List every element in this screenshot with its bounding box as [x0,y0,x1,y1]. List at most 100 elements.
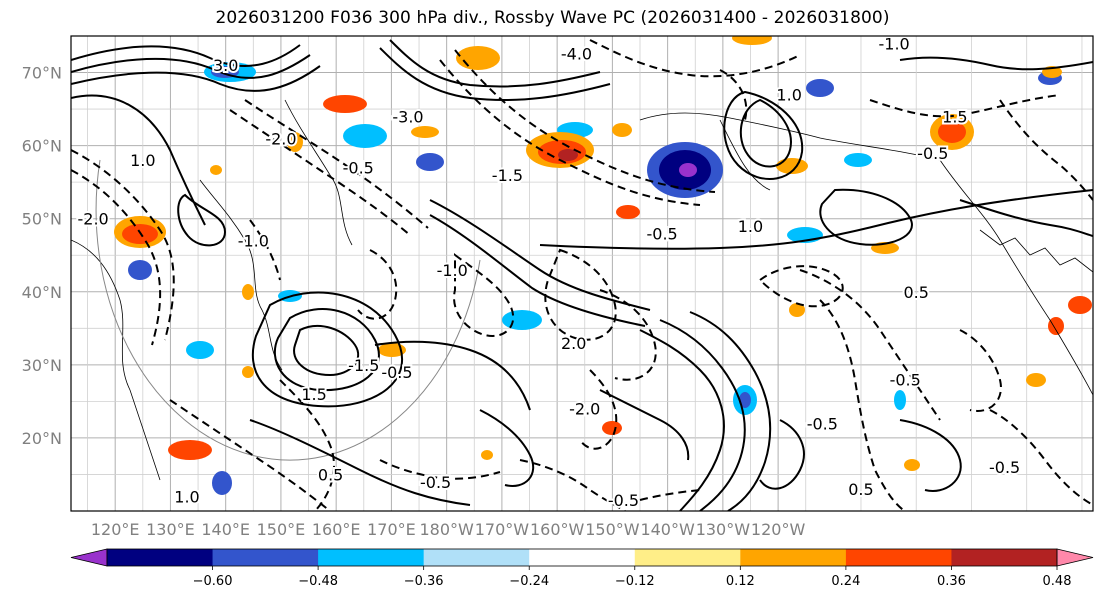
longitude-labels: 120°E 130°E 140°E 150°E 160°E 170°E 180°W 170°W… [91,520,806,539]
colorbar-tick-label: 0.12 [726,574,755,589]
contour-label: 2.0 [561,334,586,353]
convergence-blob [647,142,723,198]
divergence-blob [323,95,367,113]
contour-label: -0.5 [420,473,451,492]
latitude-labels: 20°N 30°N 40°N 50°N 60°N 70°N [22,64,62,448]
divergence-blob [210,165,222,175]
contour-label: -0.5 [381,363,412,382]
contour-label: -0.5 [890,370,921,389]
longitude-tick-label: 140°E [201,520,250,539]
latitude-tick-label: 60°N [22,137,62,156]
contour-label: -1.0 [238,232,269,251]
colorbar-segment [634,549,741,566]
colorbar-segment [951,549,1058,566]
longitude-tick-label: 170°W [475,520,530,539]
convergence-blob [844,153,872,167]
gridlines [71,36,1093,511]
contour-label: 1.0 [174,487,199,506]
convergence-blob [416,153,444,171]
contour-labels: -4.0-1.03.0-3.0-2.0-0.5 -1.51.0-0.5-1.0-1… [75,36,1022,511]
contour-label: -0.5 [608,491,639,510]
colorbar-extend-low [70,548,108,567]
contour-label: -4.0 [561,45,592,64]
colorbar-tick-label: 0.48 [1043,574,1072,589]
divergence-blob [1026,373,1046,387]
solid-contours [71,39,1093,511]
longitude-tick-label: 150°E [257,520,306,539]
divergence-blob [602,421,622,435]
colorbar-tick-label: −0.60 [193,574,233,589]
divergence-blob [612,123,632,137]
divergence-blob [168,440,212,460]
contour-label: 0.5 [848,480,873,499]
latitude-tick-label: 40°N [22,283,62,302]
map-title: 2026031200 F036 300 hPa div., Rossby Wav… [215,8,890,28]
contour-label: 1.0 [776,85,801,104]
longitude-tick-label: 170°E [367,520,416,539]
latitude-tick-label: 50°N [22,210,62,229]
convergence-blob [128,260,152,280]
longitude-tick-label: 130°E [146,520,195,539]
longitude-tick-label: 160°E [312,520,361,539]
dashed-contours [71,39,1093,511]
divergence-blob [616,205,640,219]
divergence-blob [1068,296,1092,314]
convergence-blob [894,390,906,410]
map-plot-area: -4.0-1.03.0-3.0-2.0-0.5 -1.51.0-0.5-1.0-1… [70,35,1094,512]
contour-label: 0.5 [903,283,928,302]
colorbar-tick-label: −0.48 [298,574,338,589]
colorbar-extend-high [1056,548,1094,567]
colorbar-tick-label: 0.24 [831,574,860,589]
longitude-tick-label: 130°W [696,520,751,539]
contour-label: -1.0 [437,261,468,280]
divergence-blob [789,303,805,317]
divergence-blob [456,46,500,70]
contour-label: -1.5 [348,356,379,375]
divergence-blob [904,459,920,471]
contour-label: 1.0 [130,151,155,170]
contour-label: 1.5 [301,385,326,404]
contour-label: 3.0 [213,56,238,75]
divergence-blob [526,132,594,168]
contour-label: -3.0 [392,107,423,126]
divergence-blob [481,450,493,460]
contour-label: -2.0 [569,400,600,419]
latitude-tick-label: 70°N [22,64,62,83]
divergence-blob [242,366,254,378]
contour-label: 1.5 [942,107,967,126]
coastlines [71,99,1093,481]
convergence-blob [502,310,542,330]
divergence-blob [732,36,772,45]
longitude-tick-label: 140°W [640,520,695,539]
latitude-tick-label: 20°N [22,429,62,448]
convergence-blob [343,124,387,148]
colorbar-segment [845,549,952,566]
longitude-tick-label: 120°E [91,520,140,539]
contour-label: -0.5 [343,159,374,178]
colorbar-tick-label: −0.36 [404,574,444,589]
contour-label: -0.5 [989,458,1020,477]
contour-label: 1.0 [738,217,763,236]
colorbar-segment [107,549,214,566]
contour-label: -1.5 [492,166,523,185]
longitude-tick-label: 180°W [419,520,474,539]
divergence-blob [930,114,974,150]
colorbar-segment [318,549,425,566]
convergence-blob [739,392,751,408]
colorbar-tick-label: 0.36 [937,574,966,589]
colorbar-segment [529,549,636,566]
contour-label: -0.5 [646,224,677,243]
colorbar-segment [740,549,847,566]
convergence-blob [806,79,834,97]
colorbar-tick-label: −0.12 [615,574,655,589]
divergence-blob [1048,317,1064,335]
contour-label: -2.0 [265,129,296,148]
longitude-tick-label: 120°W [751,520,806,539]
convergence-blob [212,471,232,495]
contour-label: 0.5 [318,465,343,484]
colorbar: −0.60 −0.48 −0.36 −0.24 −0.12 0.12 0.24 0.36 0.4… [70,548,1094,589]
colorbar-tick-label: −0.24 [509,574,549,589]
colorbar-segment [423,549,530,566]
convergence-blob [186,341,214,359]
